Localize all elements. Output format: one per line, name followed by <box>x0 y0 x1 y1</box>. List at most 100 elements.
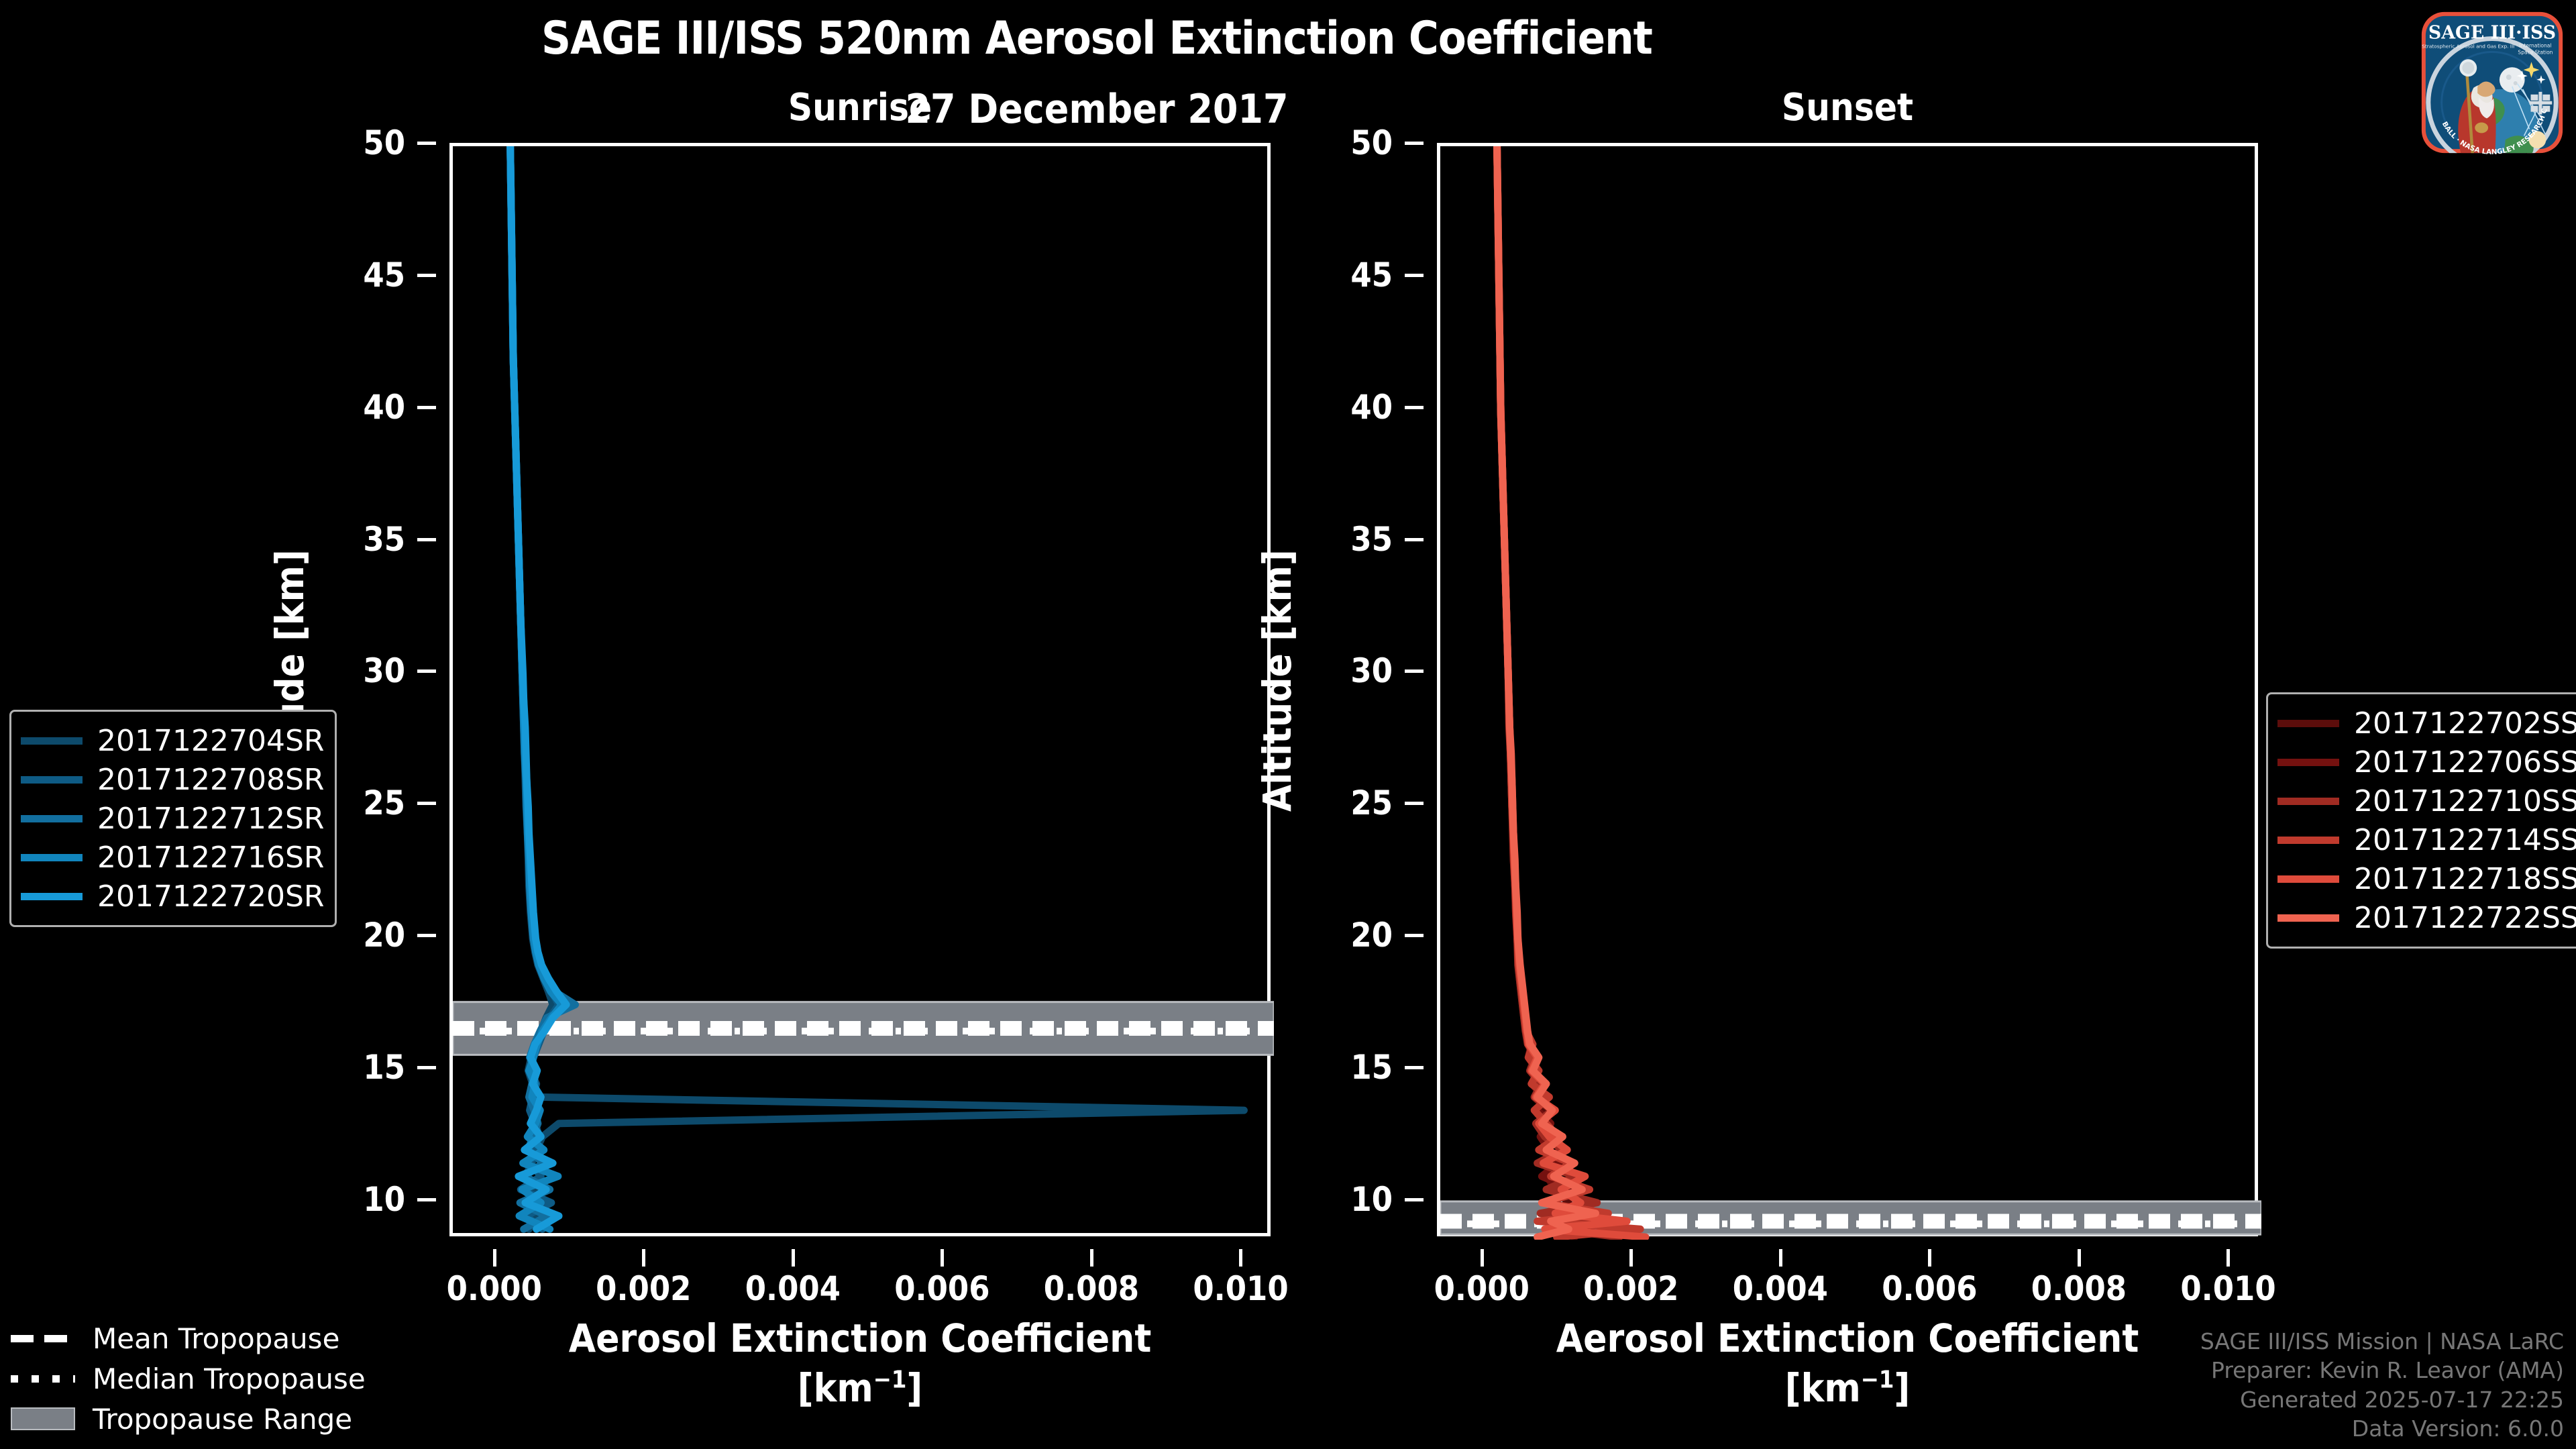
sunset-y-axis-ticks: 10 15 20 25 30 35 40 45 50 <box>1303 123 1424 1236</box>
y-tick-mark <box>417 934 436 938</box>
tropopause-legend-item: Mean Tropopause <box>11 1318 366 1358</box>
legend-color-swatch <box>2277 875 2339 883</box>
sunrise-legend[interactable]: 2017122704SR 2017122708SR 2017122712SR 2017… <box>9 710 337 927</box>
footer-line-version: Data Version: 6.0.0 <box>2351 1415 2564 1442</box>
x-tick-mark <box>1239 1249 1243 1267</box>
legend-item-label: 2017122702SS <box>2354 706 2576 741</box>
y-tick-mark <box>417 1066 436 1070</box>
x-tick-mark <box>642 1249 646 1267</box>
legend-item-label: 2017122720SR <box>97 879 325 914</box>
y-tick-label: 15 <box>1350 1048 1393 1087</box>
y-tick-label: 20 <box>1350 916 1393 955</box>
y-tick-label: 25 <box>1350 784 1393 823</box>
x-axis-title-line1: Aerosol Extinction Coefficient <box>1556 1316 2139 1361</box>
svg-text:Space Station: Space Station <box>2518 49 2553 55</box>
x-tick-mark <box>1629 1249 1633 1267</box>
svg-text:SAGE III·ISS: SAGE III·ISS <box>2428 23 2556 44</box>
footer-line-generated: Generated 2025-07-17 22:25 <box>2240 1386 2564 1413</box>
legend-item[interactable]: 2017122716SR <box>21 838 324 877</box>
x-tick-label: 0.000 <box>446 1269 542 1308</box>
legend-color-swatch <box>2277 719 2339 727</box>
legend-item[interactable]: 2017122704SR <box>21 721 324 760</box>
x-axis-title-units: [km−1] <box>797 1365 923 1411</box>
y-tick-mark <box>417 802 436 806</box>
legend-item-label: 2017122704SR <box>97 723 325 758</box>
legend-item[interactable]: 2017122710SS <box>2277 782 2576 820</box>
y-tick-label: 45 <box>363 255 405 294</box>
legend-color-swatch <box>2277 914 2339 922</box>
profile-line <box>1493 146 1607 1240</box>
dotted-line-icon <box>11 1370 75 1387</box>
x-tick-label: 0.000 <box>1434 1269 1529 1308</box>
page-title: SAGE III/ISS 520nm Aerosol Extinction Co… <box>541 12 1653 65</box>
legend-item[interactable]: 2017122720SR <box>21 877 324 916</box>
legend-item[interactable]: 2017122718SS <box>2277 859 2576 898</box>
tropopause-legend: Mean Tropopause Median Tropopause Tropopau… <box>11 1318 366 1439</box>
panel-caption-sunrise: Sunrise <box>788 86 932 129</box>
legend-item[interactable]: 2017122708SR <box>21 760 324 799</box>
y-tick-label: 45 <box>1350 255 1393 294</box>
footer-attribution: SAGE III/ISS Mission | NASA LaRC Prepare… <box>2200 1327 2564 1444</box>
sunrise-x-axis-title: Aerosol Extinction Coefficient [km−1] <box>449 1313 1271 1413</box>
y-tick-label: 20 <box>363 916 405 955</box>
legend-item-label: 2017122710SS <box>2354 784 2576 818</box>
profile-line <box>1493 146 1599 1240</box>
y-tick-label: 40 <box>1350 387 1393 427</box>
x-tick-label: 0.008 <box>2031 1269 2127 1308</box>
y-tick-mark <box>1405 142 1424 145</box>
x-tick-label: 0.006 <box>1882 1269 1978 1308</box>
legend-item[interactable]: 2017122712SR <box>21 799 324 838</box>
legend-item-label: 2017122718SS <box>2354 861 2576 896</box>
sunset-x-axis-title: Aerosol Extinction Coefficient [km−1] <box>1437 1313 2258 1413</box>
y-tick-label: 15 <box>363 1048 405 1087</box>
legend-item-label: 2017122722SS <box>2354 900 2576 935</box>
profile-line <box>1493 146 1623 1240</box>
legend-color-swatch <box>21 775 83 784</box>
legend-color-swatch <box>21 892 83 900</box>
legend-item-label: 2017122706SS <box>2354 745 2576 780</box>
y-tick-label: 50 <box>363 123 405 162</box>
x-tick-mark <box>492 1249 496 1267</box>
y-tick-mark <box>417 142 436 145</box>
y-tick-label: 30 <box>1350 651 1393 691</box>
legend-color-swatch <box>21 814 83 822</box>
legend-item-label: 2017122708SR <box>97 762 325 797</box>
legend-item[interactable]: 2017122706SS <box>2277 743 2576 782</box>
y-tick-label: 35 <box>1350 519 1393 559</box>
legend-item[interactable]: 2017122714SS <box>2277 820 2576 859</box>
sage-iii-iss-logo: SAGE III·ISS Stratospheric Aerosol and G… <box>2412 3 2563 156</box>
y-tick-mark <box>1405 802 1424 806</box>
legend-item-label: 2017122716SR <box>97 840 325 875</box>
svg-text:International: International <box>2519 42 2551 48</box>
y-tick-mark <box>1405 934 1424 938</box>
x-axis-title-line1: Aerosol Extinction Coefficient <box>568 1316 1152 1361</box>
x-tick-mark <box>1928 1249 1932 1267</box>
y-tick-label: 10 <box>363 1179 405 1219</box>
dashed-line-icon <box>11 1330 75 1347</box>
x-tick-label: 0.004 <box>745 1269 841 1308</box>
y-tick-mark <box>417 273 436 277</box>
x-tick-mark <box>2226 1249 2231 1267</box>
y-tick-mark <box>417 537 436 541</box>
legend-item-label: 2017122714SS <box>2354 822 2576 857</box>
tropopause-legend-label: Tropopause Range <box>93 1402 353 1436</box>
profile-line <box>506 146 570 1233</box>
sunset-y-axis-title: Altitude [km] <box>1254 549 1300 812</box>
y-tick-mark <box>1405 273 1424 277</box>
x-tick-mark <box>1480 1249 1484 1267</box>
y-tick-label: 50 <box>1350 123 1393 162</box>
footer-line-mission: SAGE III/ISS Mission | NASA LaRC <box>2200 1328 2564 1354</box>
x-tick-mark <box>2077 1249 2081 1267</box>
legend-color-swatch <box>2277 758 2339 766</box>
legend-item[interactable]: 2017122702SS <box>2277 704 2576 743</box>
sunset-x-axis-ticks: 0.000 0.002 0.004 0.006 0.008 0.010 <box>1434 1249 2276 1308</box>
page-subtitle-date: 27 December 2017 <box>905 86 1289 133</box>
legend-item[interactable]: 2017122722SS <box>2277 898 2576 937</box>
x-tick-label: 0.002 <box>1583 1269 1679 1308</box>
y-tick-mark <box>417 669 436 674</box>
symbol-glyph <box>11 1407 75 1430</box>
sunset-legend[interactable]: 2017122702SS 2017122706SS 2017122710SS 2017… <box>2266 692 2576 949</box>
tropopause-legend-label: Median Tropopause <box>93 1362 366 1395</box>
x-tick-label: 0.004 <box>1732 1269 1828 1308</box>
y-tick-mark <box>417 405 436 409</box>
